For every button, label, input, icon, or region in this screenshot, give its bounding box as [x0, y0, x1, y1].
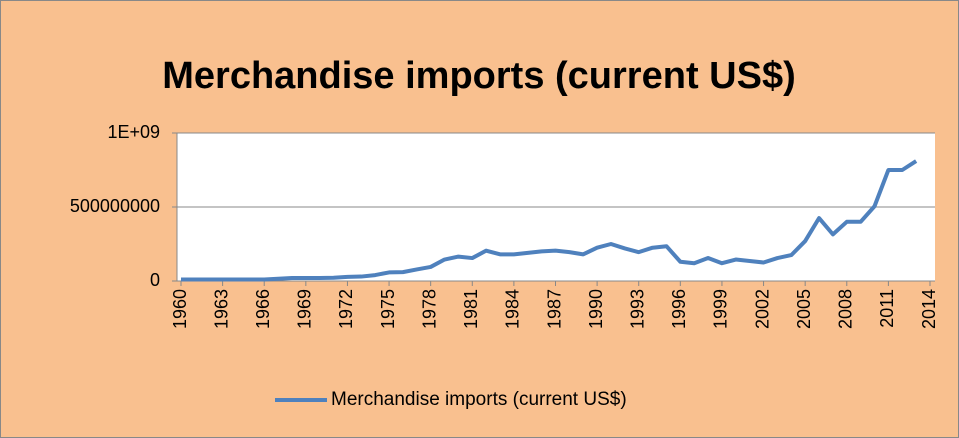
x-tick-label: 1990 — [586, 289, 606, 329]
x-tick-label: 2008 — [836, 289, 856, 329]
x-tick-label: 1984 — [503, 289, 523, 329]
chart-title: Merchandise imports (current US$) — [162, 55, 795, 97]
x-tick-label: 2005 — [794, 289, 814, 329]
x-tick-label: 1975 — [378, 289, 398, 329]
x-tick-label: 2014 — [919, 289, 939, 329]
x-tick-label: 1993 — [627, 289, 647, 329]
x-tick-label: 1963 — [211, 289, 231, 329]
x-tick-label: 2002 — [752, 289, 772, 329]
x-tick-label: 1972 — [336, 289, 356, 329]
x-tick-label: 1966 — [253, 289, 273, 329]
y-tick-label: 1E+09 — [107, 122, 160, 142]
x-tick-label: 1969 — [295, 289, 315, 329]
x-tick-label: 1978 — [419, 289, 439, 329]
x-tick-label: 1996 — [669, 289, 689, 329]
y-tick-label: 500000000 — [70, 196, 160, 216]
x-tick-label: 1960 — [170, 289, 190, 329]
x-tick-label: 1987 — [544, 289, 564, 329]
legend-label: Merchandise imports (current US$) — [331, 389, 627, 410]
x-tick-label: 1981 — [461, 289, 481, 329]
x-tick-label: 2011 — [877, 289, 897, 328]
y-tick-label: 0 — [150, 270, 160, 290]
x-tick-label: 1999 — [711, 289, 731, 329]
data-line — [181, 159, 918, 282]
